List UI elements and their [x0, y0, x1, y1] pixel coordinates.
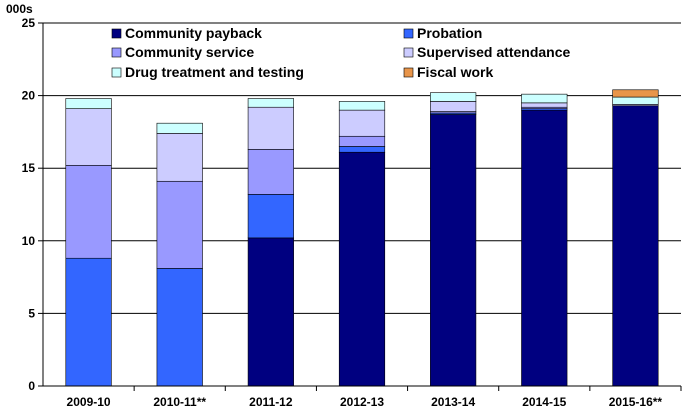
- legend-swatch: [403, 28, 414, 39]
- y-tick-labels: 0 5 10 15 20 25: [22, 16, 36, 393]
- bar-segment: [156, 268, 203, 387]
- legend-label: Fiscal work: [417, 64, 493, 80]
- bar-segment: [65, 98, 112, 109]
- x-tick-label: 2009-10: [67, 395, 111, 409]
- bar-segment: [521, 102, 568, 108]
- y-tick-label: 0: [28, 379, 35, 393]
- bar-segment: [65, 164, 112, 259]
- y-tick-label: 25: [22, 16, 36, 30]
- legend-swatch: [403, 47, 414, 58]
- legend-swatch: [403, 67, 414, 78]
- bar-segment: [156, 133, 203, 182]
- legend: Community payback Probation Community serv…: [111, 25, 570, 80]
- bar-segment: [612, 96, 659, 105]
- legend-label: Community payback: [125, 25, 262, 41]
- bar-segment: [612, 89, 659, 98]
- x-tick-label: 2015-16**: [609, 395, 663, 409]
- legend-label: Supervised attendance: [417, 44, 570, 60]
- bar-segment: [247, 106, 294, 150]
- bar-segment: [521, 109, 568, 387]
- legend-label: Probation: [417, 25, 482, 41]
- x-tick-label: 2011-12: [249, 395, 293, 409]
- x-tick-label: 2014-15: [522, 395, 566, 409]
- legend-label: Drug treatment and testing: [125, 64, 304, 80]
- legend-label: Community service: [125, 44, 254, 60]
- bar-segment: [338, 151, 386, 387]
- x-tick-label: 2012-13: [340, 395, 384, 409]
- bar-segment: [247, 98, 294, 108]
- bar-segment: [338, 101, 386, 111]
- bar-segment: [338, 109, 386, 137]
- bar-segment: [338, 135, 386, 147]
- bar-segment: [247, 194, 294, 239]
- bar-segment: [612, 105, 659, 387]
- y-tick-label: 15: [22, 161, 36, 175]
- bar-segment: [156, 122, 203, 134]
- axes: [38, 22, 682, 391]
- x-tick-label: 2013-14: [431, 395, 475, 409]
- bar-segment: [521, 93, 568, 104]
- bar-segment: [247, 237, 294, 387]
- bar-segment: [156, 180, 203, 269]
- bar-segment: [65, 257, 112, 387]
- legend-swatch: [111, 47, 122, 58]
- x-tick-labels: 2009-10 2010-11** 2011-12 2012-13 2013-14 201…: [67, 395, 663, 409]
- bar-segment: [430, 101, 477, 112]
- bar-segment: [430, 92, 477, 102]
- x-tick-label: 2010-11**: [153, 395, 206, 409]
- bar-segment: [247, 149, 294, 195]
- bar-segment: [430, 114, 477, 387]
- y-unit-label: 000s: [6, 2, 33, 16]
- y-tick-label: 5: [28, 306, 35, 320]
- y-tick-label: 20: [22, 89, 36, 103]
- bar-segment: [65, 108, 112, 166]
- y-tick-label: 10: [22, 234, 36, 248]
- legend-swatch: [111, 28, 122, 39]
- legend-swatch: [111, 67, 122, 78]
- bar-segment: [338, 146, 386, 153]
- bars: [65, 89, 659, 387]
